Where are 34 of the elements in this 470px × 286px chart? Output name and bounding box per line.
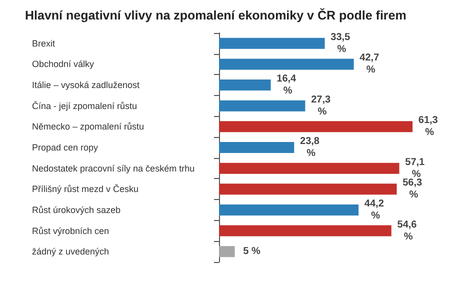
- y-tick-label: Přílišný růst mezd v Česku: [32, 184, 139, 194]
- y-tick-label: Růst úrokových sazeb: [32, 204, 121, 215]
- bar: [219, 142, 294, 153]
- y-tick-label: Itálie – vysoká zadluženost: [32, 80, 140, 90]
- data-label: 5 %: [243, 246, 261, 258]
- data-label: 33,5 %: [330, 32, 353, 55]
- chart-title: Hlavní negativní vlivy na zpomalení ekonomiky v ČR podle firem: [25, 8, 406, 22]
- bar: [219, 162, 400, 174]
- data-label: 61,3 %: [418, 115, 441, 138]
- y-tick-label: Čína - její zpomalení růstu: [32, 100, 138, 111]
- y-tick-label: žádný z uvedených: [32, 246, 110, 257]
- y-tick-label: Německo – zpomalení růstu: [32, 122, 144, 132]
- bar: [219, 246, 235, 258]
- data-label: 16,4 %: [276, 74, 299, 97]
- data-label: 23,8 %: [300, 136, 322, 159]
- bar: [219, 204, 359, 216]
- y-tick-label: Nedostatek pracovní síly na českém trhu: [32, 163, 195, 174]
- bar: [219, 121, 413, 132]
- y-tick-label: Růst výrobních cen: [32, 226, 110, 236]
- data-label: 57,1 %: [405, 156, 428, 180]
- bar: [219, 38, 325, 49]
- y-tick-label: Propad cen ropy: [32, 142, 99, 152]
- data-label: 42,7 %: [360, 52, 382, 76]
- data-label: 54,6 %: [397, 219, 420, 242]
- data-label: 27,3 %: [311, 94, 334, 118]
- bar: [219, 225, 392, 236]
- data-label: 44,2 %: [364, 198, 387, 222]
- y-tick-label: Brexit: [32, 38, 56, 48]
- bar: [219, 100, 306, 112]
- bar: [219, 58, 354, 70]
- data-label: 56,3 %: [402, 178, 425, 201]
- bar: [219, 80, 271, 91]
- y-tick-label: Obchodní války: [32, 59, 95, 70]
- bar: [219, 184, 397, 195]
